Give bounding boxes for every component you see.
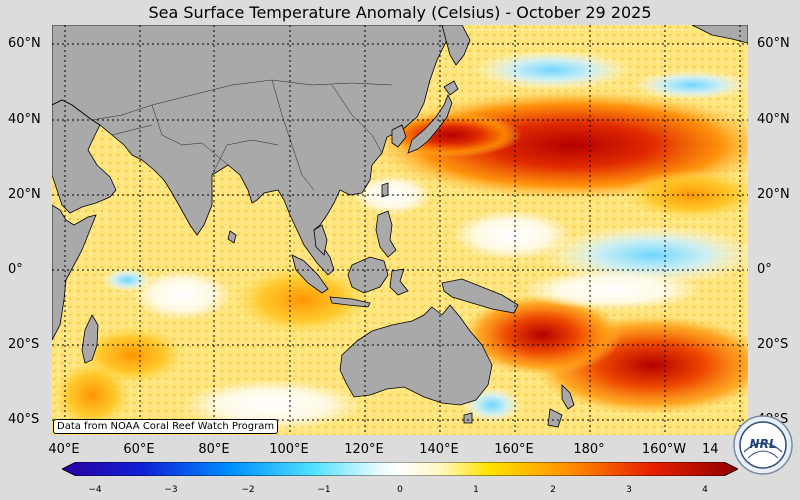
nrl-logo: NRL [733, 415, 793, 475]
asia-landmass [52, 25, 448, 276]
lon-label-120e: 120°E [344, 442, 384, 457]
colorbar-tick-minus4: −4 [88, 485, 102, 495]
lat-label-60n-right: 60°N [757, 36, 790, 51]
arabian-peninsula [52, 99, 117, 214]
java [329, 296, 371, 308]
colorbar-scale [62, 462, 738, 476]
new-zealand [561, 384, 575, 410]
lon-label-80e: 80°E [198, 442, 230, 457]
lat-label-40n-left: 40°N [8, 112, 41, 127]
lon-label-160w: 160°W [641, 442, 687, 457]
lat-label-40s-left: 40°S [8, 412, 40, 427]
malay-peninsula [313, 224, 328, 256]
africa-landmass [52, 204, 97, 341]
colorbar-tick-1: 1 [473, 485, 479, 495]
japan [407, 94, 453, 154]
madagascar [81, 314, 99, 364]
borneo [347, 256, 389, 294]
svg-text:NRL: NRL [750, 437, 777, 451]
land-masses [52, 25, 748, 428]
lat-label-20n-right: 20°N [757, 187, 790, 202]
lat-label-40n-right: 40°N [757, 112, 790, 127]
data-credit: Data from NOAA Coral Reef Watch Program [53, 419, 279, 434]
australia [339, 304, 493, 406]
lon-label-100e: 100°E [269, 442, 309, 457]
lon-label-140e: 140°E [419, 442, 459, 457]
colorbar-tick-0: 0 [397, 485, 403, 495]
colorbar-tick-minus3: −3 [164, 485, 178, 495]
new-guinea [441, 278, 519, 314]
lat-label-0-right: 0° [757, 262, 772, 277]
map-title: Sea Surface Temperature Anomaly (Celsius… [148, 3, 652, 22]
colorbar-tick-4: 4 [702, 485, 708, 495]
colorbar-tick-minus2: −2 [241, 485, 255, 495]
south-pacific-warm-anomaly [462, 295, 622, 375]
lat-label-0-left: 0° [8, 262, 23, 277]
sst-anomaly-map [52, 25, 748, 435]
lat-label-20s-left: 20°S [8, 337, 40, 352]
lon-label-180: 180° [573, 442, 605, 457]
lon-label-40e: 40°E [48, 442, 80, 457]
philippines [375, 210, 397, 258]
lon-label-60e: 60°E [123, 442, 155, 457]
colorbar-tick-2: 2 [550, 485, 556, 495]
sumatra [291, 254, 329, 294]
lat-label-20n-left: 20°N [8, 187, 41, 202]
colorbar-tick-minus1: −1 [317, 485, 331, 495]
colorbar-tick-3: 3 [626, 485, 632, 495]
colorbar [62, 462, 738, 476]
lon-label-160e: 160°E [494, 442, 534, 457]
lon-label-140w-cut: 14 [702, 442, 719, 457]
lat-label-60n-left: 60°N [8, 36, 41, 51]
lat-label-20s-right: 20°S [757, 337, 789, 352]
